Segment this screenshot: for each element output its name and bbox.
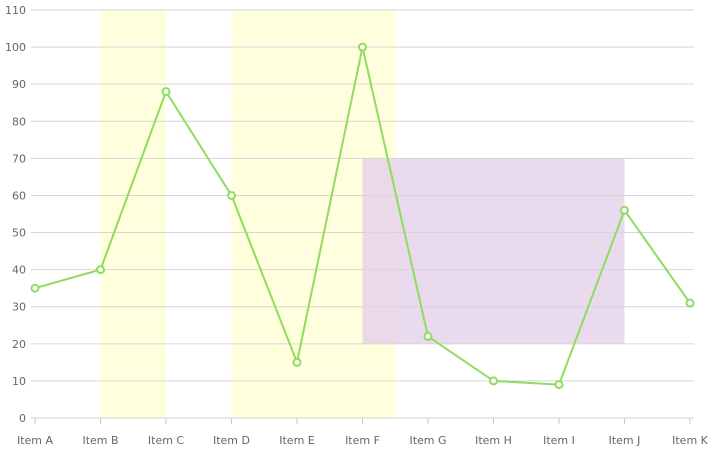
x-tick-label: Item G: [409, 434, 446, 447]
y-tick-label: 50: [12, 227, 26, 240]
data-point-item-d[interactable]: [227, 190, 236, 200]
highlight-band-1: [100, 10, 166, 418]
highlight-regions: [362, 158, 625, 344]
y-tick-label: 70: [12, 152, 26, 165]
x-tick-label: Item H: [475, 434, 512, 447]
series-group: [30, 42, 695, 390]
data-point-item-k[interactable]: [685, 298, 695, 308]
highlight-region-1: [362, 158, 625, 344]
x-tick-label: Item B: [82, 434, 118, 447]
y-tick-label: 10: [12, 375, 26, 388]
x-tick-label: Item F: [345, 434, 380, 447]
y-tick-label: 80: [12, 115, 26, 128]
y-tick-label: 0: [19, 412, 26, 425]
data-point-item-h[interactable]: [489, 376, 498, 386]
data-point-item-j[interactable]: [620, 205, 629, 215]
y-tick-label: 30: [12, 301, 26, 314]
x-tick-label: Item I: [543, 434, 575, 447]
x-tick-label: Item D: [213, 434, 250, 447]
x-tick-label: Item J: [609, 434, 641, 447]
data-point-item-b[interactable]: [96, 265, 105, 275]
y-tick-label: 100: [5, 41, 26, 54]
data-point-item-g[interactable]: [423, 331, 433, 341]
y-tick-label: 60: [12, 189, 26, 202]
x-tick-label: Item K: [672, 434, 709, 447]
y-tick-label: 40: [12, 264, 26, 277]
y-axis-ticks: 0 10 20 30 40 50 60 70 80 90 100 110: [5, 4, 26, 425]
x-tick-label: Item A: [17, 434, 54, 447]
y-tick-label: 20: [12, 338, 26, 351]
highlight-bands: [100, 10, 396, 418]
data-point-item-a[interactable]: [30, 283, 40, 293]
x-tick-label: Item C: [148, 434, 185, 447]
data-point-item-c[interactable]: [161, 87, 171, 97]
data-point-item-f[interactable]: [358, 42, 367, 52]
data-point-item-i[interactable]: [554, 380, 564, 390]
x-tick-label: Item E: [279, 434, 315, 447]
y-tick-label: 110: [5, 4, 26, 17]
y-tick-label: 90: [12, 78, 26, 91]
data-point-item-e[interactable]: [292, 357, 302, 367]
x-axis: Item A Item B Item C Item D Item E Item F Item…: [17, 418, 709, 447]
